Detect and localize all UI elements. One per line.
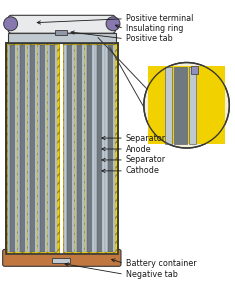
Bar (15, 45, 17, 252)
Bar (92, 45, 94, 252)
Bar (102, 45, 105, 252)
Bar (52, 258, 70, 263)
Bar (85, 45, 87, 252)
Text: Insulating ring: Insulating ring (126, 24, 183, 33)
Bar (77, 45, 82, 252)
Bar (48, 45, 50, 252)
Circle shape (144, 62, 229, 148)
Bar (10, 45, 15, 252)
Bar (35, 45, 37, 252)
Bar (191, 67, 198, 74)
Bar (95, 45, 98, 252)
Text: Positive tab: Positive tab (126, 34, 173, 43)
Bar (55, 30, 67, 35)
Bar (6, 43, 118, 254)
Text: Battery container: Battery container (126, 259, 196, 268)
Bar (72, 45, 74, 252)
Circle shape (4, 17, 18, 31)
Bar (8, 33, 116, 43)
Bar (20, 45, 25, 252)
Text: Negative tab: Negative tab (126, 270, 178, 279)
Bar (7, 44, 59, 254)
Bar (87, 45, 92, 252)
Bar (174, 68, 187, 144)
Bar (64, 45, 67, 252)
Bar (188, 68, 196, 144)
Text: Cathode: Cathode (126, 167, 160, 176)
Bar (108, 45, 113, 252)
FancyBboxPatch shape (8, 15, 116, 33)
Bar (38, 45, 40, 252)
Bar (165, 68, 172, 144)
Bar (6, 43, 118, 254)
Bar (50, 45, 55, 252)
Bar (55, 45, 57, 252)
Bar (8, 45, 10, 252)
Bar (60, 43, 63, 254)
Bar (28, 45, 30, 252)
Bar (40, 45, 45, 252)
Bar (148, 67, 225, 144)
Bar (18, 45, 20, 252)
Bar (45, 45, 47, 252)
Bar (30, 45, 35, 252)
FancyBboxPatch shape (3, 249, 121, 266)
Text: Positive terminal: Positive terminal (126, 14, 193, 23)
Bar (105, 45, 108, 252)
Bar (25, 45, 27, 252)
Text: Anode: Anode (126, 145, 152, 154)
Bar (113, 45, 115, 252)
Bar (82, 45, 84, 252)
Text: Separator: Separator (126, 134, 166, 142)
Bar (98, 45, 102, 252)
Bar (67, 45, 72, 252)
Bar (63, 44, 117, 254)
Circle shape (106, 17, 120, 31)
Bar (74, 45, 77, 252)
Text: Separator: Separator (126, 155, 166, 164)
